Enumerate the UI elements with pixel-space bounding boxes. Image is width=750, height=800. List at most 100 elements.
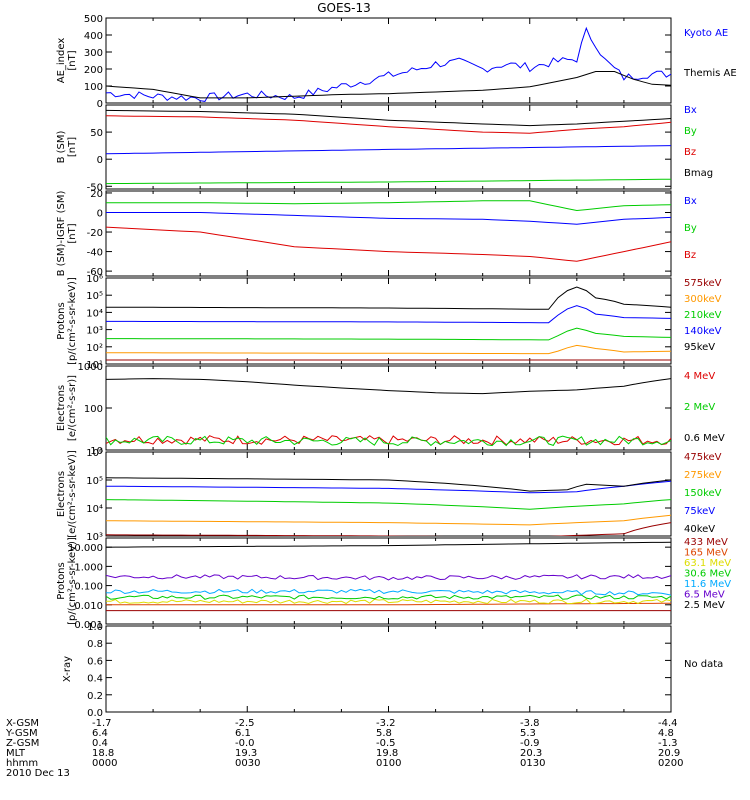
panel-3: -60 -40 -20 0 20 B (SM)-IGRF (SM)[nT] Bx By Bz [56,189,697,278]
y-tick-label: 10² [86,343,103,354]
legend-575kev: 575keV [684,278,722,289]
y-tick-label: 0.0 [87,708,103,719]
legend-475kev: 475keV [684,452,722,463]
footer-value: 20.3 [520,748,542,759]
y-tick-label: 1.000 [74,562,103,573]
panel-8: 0.0 0.2 0.4 0.6 0.8 1.0 X-ray No data [62,622,723,719]
y-tick-label: 0 [97,99,103,110]
footer-label-z-gsm: Z-GSM [6,738,39,749]
y-tick-label: 20 [90,189,103,200]
y-tick-label: 1000 [78,362,103,373]
footer-value: 6.4 [92,728,108,739]
y-tick-label: 0.6 [87,656,103,667]
series-line-by [106,178,671,185]
y-tick-label: 200 [84,65,103,76]
series-line-475kev [106,522,671,536]
series-line-bz [106,226,671,262]
footer-value: 0000 [92,758,117,769]
legend-95kev: 95keV [684,342,715,353]
footer-value: 5.8 [376,728,392,739]
footer-value: 19.8 [376,748,398,759]
legend-165-mev: 165 MeV [684,548,728,559]
y-tick-label: 10⁴ [86,308,103,319]
footer-value: 0130 [520,758,545,769]
y-tick-label: 10 [90,446,103,457]
footer-value: -4.4 [658,718,678,729]
no-data-note: No data [684,659,723,670]
panel-frame [105,451,672,537]
footer-value: 6.1 [235,728,251,739]
series-line-bx [106,145,671,155]
legend-75kev: 75keV [684,506,715,517]
y-tick-label: -40 [87,248,103,259]
series-line-75kev [106,480,671,494]
y-axis-label: AE_index[nT] [56,38,78,84]
panel-frame [105,625,672,713]
legend-bz: Bz [684,147,696,158]
series-line-bz [106,115,671,134]
footer-value: -3.8 [520,718,540,729]
series-line-6-5-mev [106,574,671,581]
panel-2: -50 0 50 B (SM)[nT] Bx By Bz Bmag [56,104,713,193]
y-tick-label: 0.2 [87,691,103,702]
y-tick-label: 10⁶ [86,274,103,285]
footer-value: -2.5 [235,718,255,729]
series-line-bmag [106,109,671,127]
footer-value: -1.3 [658,738,678,749]
y-tick-label: 0.100 [74,582,103,593]
y-tick-label: 0.001 [74,620,103,631]
series-line-2-mev [106,435,671,447]
legend-11-6-mev: 11.6 MeV [684,579,731,590]
panel-frame [105,190,672,277]
footer-value: 0.4 [92,738,108,749]
y-tick-label: 10¹ [86,360,103,371]
footer-value: 20.9 [658,748,680,759]
footer-value: 0100 [376,758,401,769]
legend-themis-ae: Themis AE [683,68,737,79]
y-tick-label: 0.4 [87,674,103,685]
y-tick-label: -50 [87,182,103,193]
series-line-30-6-mev [106,594,671,600]
series-line-300kev [106,344,671,355]
legend-bmag: Bmag [684,168,713,179]
footer-label-hhmm: hhmm [6,758,38,769]
legend-2-mev: 2 MeV [684,402,715,413]
panel-6: 10³ 10⁴ 10⁵ 10⁶ Electrons[e/(cm²-s-sr-keV)] 4… [56,448,722,543]
y-tick-label: 500 [84,14,103,25]
y-axis-label: Electrons[e/(cm²-s-sr-keV)] [56,450,78,538]
series-line-40kev [106,477,671,492]
footer-value: -3.2 [376,718,396,729]
legend-kyoto-ae: Kyoto AE [684,28,728,39]
y-tick-label: 400 [84,31,103,42]
series-line-by [106,200,671,212]
series-line-63-1-mev [106,598,671,605]
footer-label-mlt: MLT [6,748,26,759]
y-tick-label: 0 [97,155,103,166]
y-tick-label: 50 [90,128,103,139]
series-line-11-6-mev [106,588,671,596]
y-tick-label: 10.000 [68,543,103,554]
y-tick-label: 10⁵ [86,291,103,302]
footer-value: 0200 [658,758,683,769]
panel-1: 0 100 200 300 400 500 AE_index[nT] Kyoto AE Them… [56,14,737,110]
y-tick-label: 10⁴ [86,504,103,515]
legend-0-6-mev: 0.6 MeV [684,433,725,444]
date-label: 2010 Dec 13 [6,768,70,779]
series-line-165-mev [106,602,671,606]
y-tick-label: 10³ [86,532,103,543]
panel-frame [105,17,672,104]
legend-433-mev: 433 MeV [684,537,728,548]
legend-by: By [684,223,697,234]
series-line-bx [106,212,671,225]
y-tick-label: 10⁶ [86,448,103,459]
series-line-275kev [106,514,671,526]
legend-150kev: 150keV [684,488,722,499]
legend-40kev: 40keV [684,524,715,535]
y-tick-label: 10⁵ [86,476,103,487]
legend-bx: Bx [684,105,697,116]
footer-value: 0030 [235,758,260,769]
footer-value: -1.7 [92,718,112,729]
series-line-150kev [106,499,671,510]
